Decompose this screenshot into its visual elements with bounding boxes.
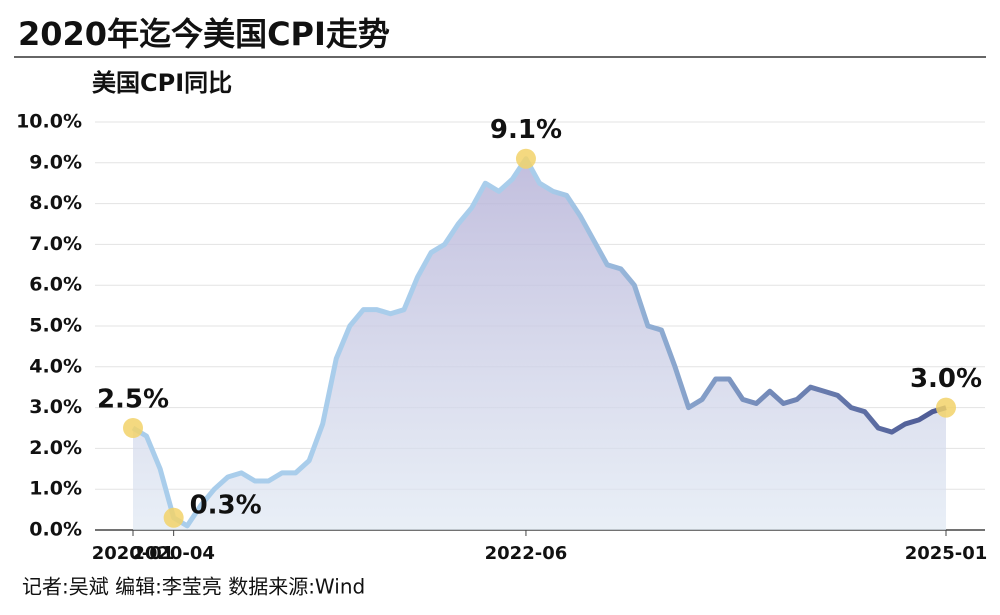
y-tick-label: 6.0% — [29, 274, 82, 296]
chart-title: 2020年迄今美国CPI走势 — [18, 15, 390, 53]
data-label: 9.1% — [490, 115, 562, 145]
y-tick-label: 8.0% — [29, 192, 82, 214]
data-label: 2.5% — [97, 385, 169, 415]
marker — [515, 148, 536, 169]
x-tick-label: 2022-06 — [485, 543, 568, 564]
x-tick-label: 2020-01 — [92, 543, 175, 564]
x-tick-label: 2020-04 — [132, 543, 215, 564]
y-tick-label: 1.0% — [29, 478, 82, 500]
legend-label: 美国CPI同比 — [92, 69, 232, 97]
y-tick-label: 2.0% — [29, 437, 82, 459]
y-tick-label: 3.0% — [29, 396, 82, 418]
line — [131, 156, 947, 529]
y-tick-label: 9.0% — [29, 151, 82, 173]
y-tick-label: 5.0% — [29, 315, 82, 337]
y-tick-label: 7.0% — [29, 233, 82, 255]
data-label: 3.0% — [910, 364, 982, 394]
y-tick-label: 10.0% — [16, 111, 82, 133]
footer-note: 记者:吴斌 编辑:李莹亮 数据来源:Wind — [22, 575, 365, 599]
marker — [163, 507, 184, 528]
marker — [123, 418, 143, 438]
area — [133, 158, 946, 530]
data-label: 0.3% — [190, 490, 262, 520]
y-tick-label: 4.0% — [29, 355, 82, 377]
x-tick-label: 2025-01 — [905, 543, 988, 564]
y-tick-label: 0.0% — [29, 519, 82, 541]
marker — [936, 397, 956, 418]
